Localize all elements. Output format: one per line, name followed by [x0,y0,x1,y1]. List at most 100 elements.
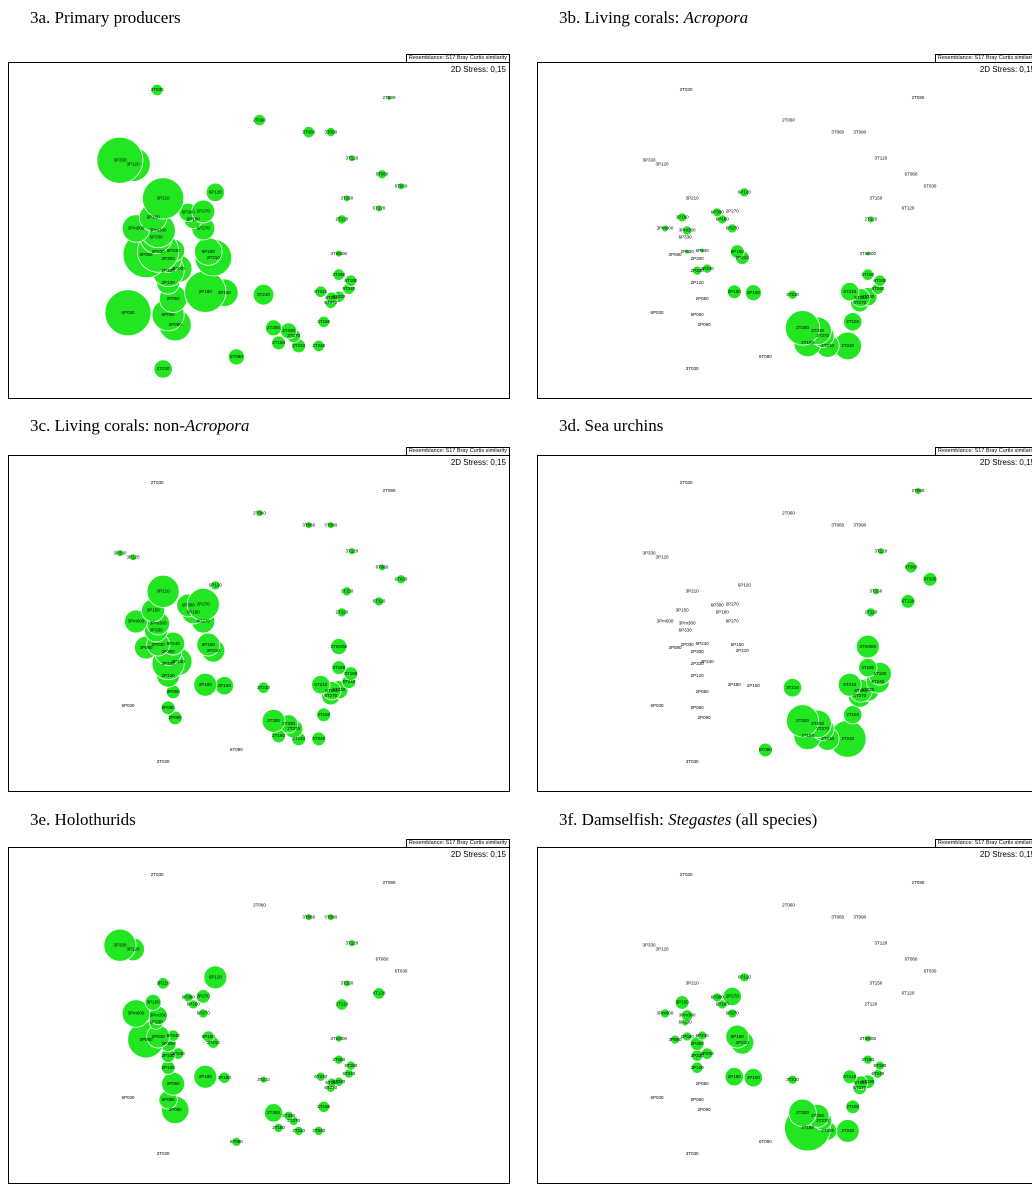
station-label: 3T180 [332,1057,345,1062]
station-label: 3P210 [157,589,171,594]
resemblance-label: Resemblance: S17 Bray Curtis similarity [934,447,1032,456]
station-label: 6P120 [209,190,223,195]
station-label: 2P150 [747,1075,761,1080]
station-label: 2T150 [846,319,859,324]
bubble [150,83,164,97]
stress-label: 2D Stress: 0,15 [979,65,1032,74]
station-label: 3Pm300 [150,228,167,233]
station-label: 2T330 [811,721,824,726]
panel-title: 3d. Sea urchins [559,416,663,436]
bubble [153,359,173,379]
bubble [684,248,690,255]
station-label: 3T150 [869,589,882,594]
station-label: 3P080 [669,645,683,650]
bubble [743,1068,763,1088]
bubble [690,1061,704,1074]
station-label: 6T210 [843,1074,856,1079]
bubble [680,1009,694,1022]
station-label: 2P270 [726,209,740,214]
title-part: 3a. Primary producers [30,8,181,27]
stress-label: 2D Stress: 0,15 [450,65,506,74]
bubble [326,521,335,529]
bubble [722,986,742,1007]
bubble [341,586,352,597]
station-label: 2P180 [199,1074,213,1079]
bubble [788,1098,817,1128]
bubble [333,1054,344,1065]
station-label: 3T120 [874,155,887,160]
station-label: 3P150 [676,1000,690,1005]
station-label: 3Pm300 [679,621,696,626]
station-label: 6P300 [711,210,725,215]
station-label: 3T090 [853,522,866,527]
station-label: 6P330 [679,1020,693,1025]
bubble [283,1110,294,1121]
station-label: 2T180 [272,733,285,738]
station-label: 3T060 [302,129,315,134]
bubble [674,995,690,1010]
bubble [330,638,348,656]
station-label: 3T210 [257,1077,270,1082]
station-label: 2P300 [162,256,176,261]
bubble [103,928,137,962]
bubble [203,965,228,990]
bubble [843,312,863,332]
station-label: 2T180 [272,1125,285,1130]
title-part: Acropora [683,8,749,27]
station-label: 2T090 [383,488,396,493]
bubble [121,999,151,1028]
station-label: 6P030 [650,1095,664,1100]
station-label: 3P080 [140,1037,154,1042]
station-label: 6T180 [344,1063,357,1068]
station-label: 2T210 [821,736,834,741]
station-label: 2T270 [816,726,829,731]
station-label: 2P270 [726,994,740,999]
station-label: 3P330 [642,942,656,947]
station-label: 6P060 [691,1097,705,1102]
bubble [712,207,723,218]
station-label: 2P120 [162,1065,176,1070]
bubble [345,1060,356,1071]
bubble [302,125,315,139]
station-label: 6T180 [344,278,357,283]
station-label: 2T120 [864,1002,877,1007]
station-label: 2P030 [681,1034,695,1039]
bubble [904,561,918,574]
station-label: 2P270 [197,209,211,214]
bubble [304,913,313,921]
station-label: 6T060 [376,171,389,176]
station-label: 2T270 [816,333,829,338]
station-label: 3T030 [157,1151,170,1156]
station-label: 2P030 [152,642,166,647]
station-label: 3P080 [140,645,154,650]
station-label: 3P210 [686,981,700,986]
bubble [348,939,356,948]
station-label: 2T030 [680,87,693,92]
station-label: 2P060 [167,689,181,694]
resemblance-label: Resemblance: S17 Bray Curtis similarity [405,54,510,63]
station-label: 3T120 [345,940,358,945]
station-label: 3Pm000 [128,226,145,231]
station-label: 2P330 [162,661,176,666]
station-label: 2T180 [272,340,285,345]
station-label: 6T150 [325,295,338,300]
station-label: 2T240 [841,343,854,348]
station-label: 6P300 [182,603,196,608]
station-label: 3P210 [157,981,171,986]
station-label: 3T120 [874,940,887,945]
station-label: 6T330 [861,687,874,692]
station-label: 6P330 [150,1020,164,1025]
station-label: 2T090 [912,488,925,493]
station-label: 2P150 [747,290,761,295]
station-label: 3P330 [113,157,127,162]
station-label: 6P180 [716,610,730,615]
station-label: 2T330 [282,1113,295,1118]
station-label: 2P300 [162,649,176,654]
bubble [96,136,144,184]
bubble [900,594,916,609]
panel-title: 3a. Primary producers [30,8,181,28]
station-label: 3Pm000 [128,1011,145,1016]
station-label: 6P330 [150,235,164,240]
